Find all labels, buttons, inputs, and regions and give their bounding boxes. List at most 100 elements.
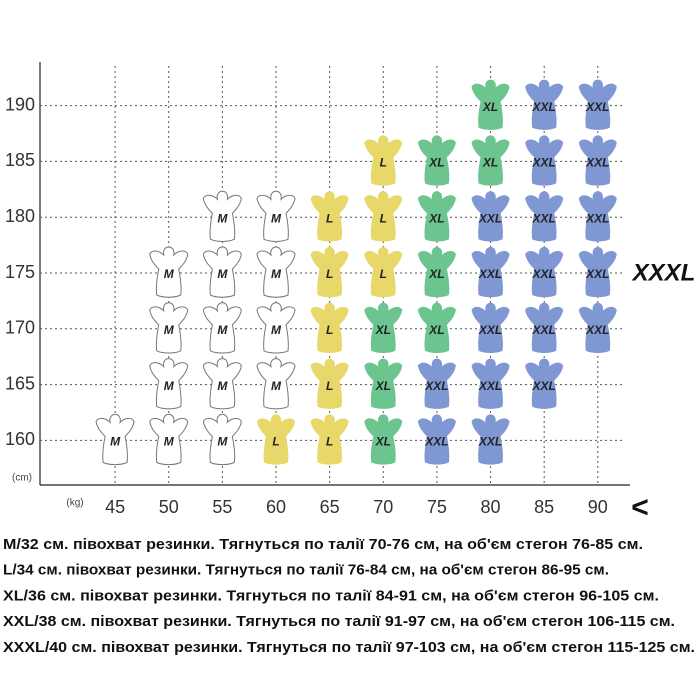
figure-shape xyxy=(364,135,403,186)
size-label: XXL xyxy=(478,267,502,281)
note: XXL/38 см. півохват резинки. Тягнуться п… xyxy=(3,614,675,630)
figure-shape xyxy=(417,358,456,409)
size-figure: L xyxy=(310,247,349,298)
size-figure: L xyxy=(310,191,349,242)
size-figure: L xyxy=(364,191,403,242)
size-figure: XXL xyxy=(417,414,456,465)
x-axis-label: (kg) xyxy=(66,498,83,509)
size-figure: M xyxy=(149,413,189,466)
size-label: M xyxy=(271,211,282,225)
size-label: XXL xyxy=(424,379,448,393)
size-figure: XXL xyxy=(578,247,617,298)
figure-shape xyxy=(364,247,403,298)
size-figure: L xyxy=(310,358,349,409)
size-label: XXL xyxy=(478,323,502,337)
y-tick-label: 190 xyxy=(5,94,35,114)
size-label: L xyxy=(326,267,333,281)
note: M/32 см. півохват резинки. Тягнуться по … xyxy=(3,537,643,553)
size-label: M xyxy=(164,267,175,281)
size-figure: M xyxy=(256,358,296,410)
x-tick-label: 50 xyxy=(159,497,179,517)
size-label: XXL xyxy=(532,211,556,225)
figure-shape xyxy=(149,358,189,410)
size-label: M xyxy=(164,379,175,393)
size-label: L xyxy=(380,156,387,170)
size-label: M xyxy=(164,323,175,337)
size-label: L xyxy=(380,211,387,225)
note: XXXL/40 см. півохват резинки. Тягнуться … xyxy=(3,640,695,656)
figure-shape xyxy=(310,302,349,354)
size-figure: XXL xyxy=(471,358,510,409)
size-label: XXL xyxy=(585,100,609,114)
x-tick-label: 70 xyxy=(373,497,393,517)
size-figure: XXL xyxy=(578,191,617,242)
size-label: XXL xyxy=(585,156,609,170)
size-label: L xyxy=(326,379,333,393)
size-label: L xyxy=(380,267,387,281)
size-label: XL xyxy=(428,323,444,337)
size-figure: M xyxy=(202,190,242,242)
size-figure: XL xyxy=(364,414,403,465)
figure-shape xyxy=(471,191,510,242)
x-tick-label: 45 xyxy=(105,497,125,517)
size-label: XL xyxy=(482,156,498,170)
figure-shape xyxy=(364,358,403,409)
size-figure: XXL xyxy=(471,414,510,465)
figure-shape xyxy=(202,302,242,354)
size-label: M xyxy=(217,435,228,449)
figure-shape xyxy=(149,413,189,466)
figure-shape xyxy=(310,358,349,409)
figure-shape xyxy=(578,302,617,354)
size-figure: XL xyxy=(417,302,456,354)
x-tick-label: 80 xyxy=(481,497,501,517)
figure-shape xyxy=(364,414,403,465)
y-tick-label: 160 xyxy=(5,429,35,449)
size-label: XL xyxy=(375,435,391,449)
size-label: XXL xyxy=(532,156,556,170)
figure-shape xyxy=(578,135,617,186)
size-label: L xyxy=(272,435,279,449)
size-label: XXL xyxy=(478,435,502,449)
figure-shape xyxy=(257,414,295,465)
figure-shape xyxy=(525,302,564,354)
figure-shape xyxy=(256,246,296,298)
x-tick-label: 75 xyxy=(427,497,447,517)
size-figure: L xyxy=(310,414,349,465)
figure-shape xyxy=(471,79,510,130)
x-tick-label: 65 xyxy=(320,497,340,517)
figure-shape xyxy=(310,191,349,242)
figure-shape xyxy=(471,247,510,298)
figure-shape xyxy=(471,135,510,186)
size-label: L xyxy=(326,323,333,337)
figure-shape xyxy=(149,246,189,298)
size-label: L xyxy=(326,435,333,449)
size-figure: XXL xyxy=(471,191,510,242)
size-figure: XL xyxy=(417,247,456,298)
figure-shape xyxy=(417,302,456,354)
size-label: XXL xyxy=(532,100,556,114)
size-figure: XL xyxy=(471,135,510,186)
size-figure: L xyxy=(257,414,295,465)
figure-shape xyxy=(202,413,242,466)
size-figure: M xyxy=(202,302,242,354)
figure-shape xyxy=(525,247,564,298)
size-label: XXL xyxy=(532,379,556,393)
y-tick-label: 165 xyxy=(5,373,35,393)
x-tick-label: 60 xyxy=(266,497,286,517)
size-label: XXL xyxy=(585,211,609,225)
figure-shape xyxy=(364,191,403,242)
size-label: XXL xyxy=(424,435,448,449)
figure-shape xyxy=(578,191,617,242)
size-label: M xyxy=(217,323,228,337)
x-tick-label: 90 xyxy=(588,497,608,517)
figure-shape xyxy=(525,79,564,130)
figure-shape xyxy=(202,246,242,298)
size-figure: L xyxy=(364,135,403,186)
size-figure: M xyxy=(202,413,242,466)
size-label: M xyxy=(217,267,228,281)
size-figure: XXL xyxy=(417,358,456,409)
note: XL/36 см. півохват резинки. Тягнуться по… xyxy=(3,588,659,604)
figure-shape xyxy=(525,135,564,186)
size-figure: XXL xyxy=(471,302,510,354)
note: L/34 см. півохват резинки. Тягнуться по … xyxy=(3,563,609,579)
